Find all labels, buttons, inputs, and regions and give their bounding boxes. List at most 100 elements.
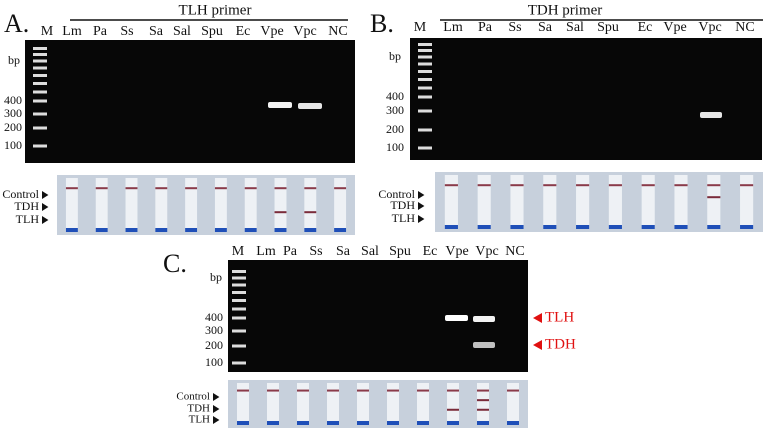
lane-label: Spu bbox=[597, 20, 619, 35]
lane-label: Ec bbox=[236, 24, 251, 39]
strip bbox=[387, 383, 399, 425]
gel-band bbox=[473, 342, 495, 348]
size-label: 100 bbox=[205, 355, 223, 369]
strip-pad bbox=[641, 225, 655, 229]
strip-pad bbox=[447, 421, 459, 425]
lane-label: M bbox=[41, 24, 54, 39]
strip-pad bbox=[417, 421, 429, 425]
arrow bbox=[213, 393, 220, 401]
strip-pad bbox=[576, 225, 590, 229]
strip bbox=[95, 178, 108, 232]
ladder-band bbox=[418, 49, 432, 52]
arrow bbox=[533, 313, 542, 323]
size-label: 200 bbox=[386, 122, 404, 136]
lane-label: Vpc bbox=[698, 20, 721, 35]
lane-label: Sal bbox=[173, 24, 191, 39]
strip-pad bbox=[267, 421, 279, 425]
strip bbox=[477, 383, 489, 425]
size-label: 300 bbox=[205, 323, 223, 337]
strip-pad bbox=[125, 228, 138, 232]
ladder-band bbox=[418, 70, 432, 73]
test-line bbox=[304, 211, 317, 214]
ladder-band bbox=[418, 78, 432, 81]
control-line bbox=[237, 389, 249, 392]
ladder-band bbox=[33, 82, 47, 85]
lane-label: Ec bbox=[638, 20, 653, 35]
lane-label: Vpc bbox=[475, 244, 498, 259]
ladder-band bbox=[33, 112, 47, 116]
control-line bbox=[477, 184, 491, 187]
gel bbox=[25, 40, 355, 163]
test-line bbox=[447, 408, 459, 411]
ladder-band bbox=[418, 109, 432, 113]
strip-pad bbox=[674, 225, 688, 229]
strip-label: TDH bbox=[390, 198, 415, 212]
strip-pad bbox=[244, 228, 257, 232]
ladder-band bbox=[232, 361, 246, 365]
strip-pad bbox=[608, 225, 622, 229]
lane-label: Lm bbox=[256, 244, 276, 259]
control-line bbox=[95, 187, 108, 190]
ladder-band bbox=[33, 66, 47, 70]
gel-band bbox=[700, 112, 722, 118]
control-line bbox=[274, 187, 287, 190]
control-line bbox=[444, 184, 458, 187]
size-label: 100 bbox=[386, 140, 404, 154]
lane-label: Spu bbox=[201, 24, 223, 39]
strip bbox=[304, 178, 317, 232]
ladder-band bbox=[232, 283, 246, 287]
test-line bbox=[477, 399, 489, 402]
strip bbox=[125, 178, 138, 232]
ladder-band bbox=[33, 47, 47, 50]
control-line bbox=[608, 184, 622, 187]
lane-label: Pa bbox=[93, 24, 108, 39]
strip-pad bbox=[65, 228, 78, 232]
strip bbox=[641, 175, 655, 229]
strip-pad bbox=[155, 228, 168, 232]
strip bbox=[274, 178, 287, 232]
gel bbox=[410, 38, 762, 160]
strip-pad bbox=[357, 421, 369, 425]
ladder-band bbox=[33, 90, 47, 94]
ladder-band bbox=[418, 62, 432, 66]
primer-title: TLH primer bbox=[179, 2, 252, 18]
strip bbox=[334, 178, 347, 232]
strip bbox=[327, 383, 339, 425]
control-line bbox=[125, 187, 138, 190]
ladder-band bbox=[232, 299, 246, 302]
strip bbox=[444, 175, 458, 229]
arrow bbox=[213, 405, 220, 413]
ladder-band bbox=[418, 86, 432, 90]
size-label: 100 bbox=[4, 138, 22, 152]
strip bbox=[214, 178, 227, 232]
control-line bbox=[740, 184, 754, 187]
strip-pad bbox=[510, 225, 524, 229]
strip bbox=[510, 175, 524, 229]
size-label: 400 bbox=[205, 310, 223, 324]
strip bbox=[507, 383, 519, 425]
panel-label: B. bbox=[370, 9, 394, 38]
lane-label: Vpe bbox=[445, 244, 468, 259]
arrow bbox=[42, 191, 49, 199]
strip-pad bbox=[507, 421, 519, 425]
lane-label: Sa bbox=[538, 20, 553, 35]
strip-pad bbox=[304, 228, 317, 232]
lane-label: Vpc bbox=[293, 24, 316, 39]
strip-pad bbox=[297, 421, 309, 425]
lane-label: Ss bbox=[120, 24, 133, 39]
lane-label: Spu bbox=[389, 244, 411, 259]
lane-label: Sal bbox=[361, 244, 379, 259]
ladder-band bbox=[33, 74, 47, 77]
bp-label: bp bbox=[210, 270, 222, 284]
control-line bbox=[510, 184, 524, 187]
strip-label: TLH bbox=[189, 414, 210, 426]
ladder-band bbox=[418, 128, 432, 132]
strip-pad bbox=[274, 228, 287, 232]
arrow bbox=[42, 216, 49, 224]
control-line bbox=[357, 389, 369, 392]
gel-band bbox=[298, 103, 322, 109]
gel-band bbox=[473, 316, 495, 322]
lane-label: Ss bbox=[508, 20, 521, 35]
size-label: 200 bbox=[4, 120, 22, 134]
lane-label: Vpe bbox=[663, 20, 686, 35]
